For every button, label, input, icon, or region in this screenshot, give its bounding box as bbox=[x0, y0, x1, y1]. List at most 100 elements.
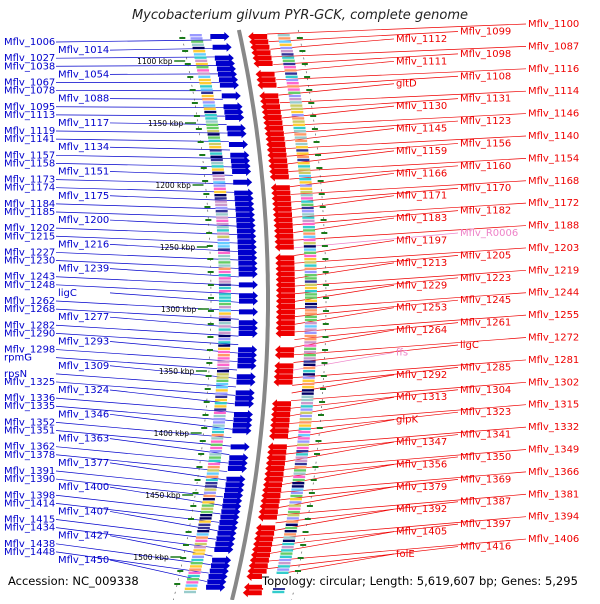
feature-bar-left bbox=[213, 418, 225, 420]
feature-bar-left bbox=[209, 460, 221, 462]
feature-bar-left bbox=[191, 562, 203, 564]
feature-bar-left bbox=[214, 191, 226, 193]
feature-bar-right bbox=[288, 508, 300, 510]
forward-gene-label: Mflv_1448 bbox=[4, 547, 55, 558]
feature-bar-left bbox=[193, 549, 205, 551]
feature-bar-right bbox=[290, 498, 302, 500]
feature-bar-right bbox=[304, 360, 316, 362]
feature-bar-left bbox=[195, 543, 207, 545]
feature-bar-left bbox=[219, 316, 231, 318]
forward-gene-label: Mflv_1290 bbox=[4, 328, 55, 339]
reverse-gene-label: Mflv_1156 bbox=[460, 138, 511, 149]
feature-bar-right bbox=[288, 511, 300, 513]
feature-bar-left bbox=[217, 367, 229, 369]
feature-bar-left bbox=[219, 274, 231, 276]
feature-bar-left bbox=[214, 405, 226, 407]
feature-bar-right bbox=[280, 552, 292, 554]
feature-bar-left bbox=[217, 376, 229, 378]
feature-bar-left bbox=[217, 226, 229, 228]
feature-bar-left bbox=[208, 140, 220, 142]
reverse-gene-label: Mflv_R0006 bbox=[460, 228, 518, 239]
feature-bar-right bbox=[303, 232, 315, 234]
feature-bar-right bbox=[283, 536, 295, 538]
feature-bar-right bbox=[297, 156, 309, 158]
feature-bar-right bbox=[296, 456, 308, 458]
feature-bar-right bbox=[293, 124, 305, 126]
scale-label: 1350 kbp bbox=[159, 367, 195, 376]
accession-text: Accession: NC_009338 bbox=[8, 574, 139, 588]
feature-bar-left bbox=[200, 514, 212, 516]
feature-bar-right bbox=[277, 568, 289, 570]
forward-gene-label: Mflv_1014 bbox=[58, 45, 109, 56]
feature-bar-left bbox=[213, 178, 225, 180]
feature-bar-right bbox=[286, 524, 298, 526]
feature-bar-right bbox=[305, 293, 317, 295]
feature-bar-left bbox=[215, 399, 227, 401]
feature-bar-right bbox=[291, 492, 303, 494]
feature-bar-right bbox=[295, 463, 307, 465]
feature-bar-right bbox=[303, 364, 315, 366]
feature-bar-left bbox=[210, 152, 222, 154]
feature-bar-left bbox=[211, 162, 223, 164]
feature-bar-left bbox=[191, 37, 203, 39]
forward-gene-label: Mflv_1390 bbox=[4, 474, 55, 485]
forward-gene-label: Mflv_1078 bbox=[4, 86, 55, 97]
feature-bar-right bbox=[304, 261, 316, 263]
forward-leader-line bbox=[56, 115, 225, 116]
reverse-gene-label: Mflv_1405 bbox=[396, 527, 447, 538]
forward-gene-arrow bbox=[213, 43, 232, 52]
feature-bar-left bbox=[209, 453, 221, 455]
feature-bar-right bbox=[300, 184, 312, 186]
feature-bar-left bbox=[217, 364, 229, 366]
feature-bar-left bbox=[210, 156, 222, 158]
feature-bar-left bbox=[219, 309, 231, 311]
forward-gene-label: Mflv_1054 bbox=[58, 69, 109, 80]
reverse-gene-label: Mflv_1203 bbox=[528, 243, 579, 254]
feature-bar-right bbox=[302, 396, 314, 398]
feature-bar-right bbox=[304, 338, 316, 340]
scale-label: 1250 kbp bbox=[160, 243, 196, 252]
forward-gene-label: Mflv_1141 bbox=[4, 134, 55, 145]
forward-gene-arrow bbox=[239, 280, 258, 289]
feature-bar-left bbox=[196, 66, 208, 68]
reverse-gene-label: Mflv_1315 bbox=[528, 400, 579, 411]
reverse-gene-label: Mflv_1123 bbox=[460, 116, 511, 127]
feature-bar-left bbox=[211, 440, 223, 442]
forward-gene-arrow bbox=[239, 307, 258, 316]
feature-bar-left bbox=[209, 143, 221, 145]
feature-bar-right bbox=[281, 50, 293, 52]
feature-bar-right bbox=[297, 447, 309, 449]
feature-bar-left bbox=[201, 508, 213, 510]
feature-bar-left bbox=[217, 239, 229, 241]
feature-bar-right bbox=[305, 277, 317, 279]
feature-bar-right bbox=[300, 191, 312, 193]
feature-bar-right bbox=[304, 344, 316, 346]
feature-bar-right bbox=[296, 149, 308, 151]
feature-bar-left bbox=[215, 396, 227, 398]
forward-gene-label: Mflv_1215 bbox=[4, 231, 55, 242]
reverse-gene-label: Mflv_1394 bbox=[528, 512, 579, 523]
feature-bar-right bbox=[291, 488, 303, 490]
reverse-gene-label: Mflv_1416 bbox=[460, 542, 511, 553]
forward-gene-label: Mflv_1248 bbox=[4, 280, 55, 291]
reverse-gene-label: Mflv_1244 bbox=[528, 288, 579, 299]
feature-bar-left bbox=[216, 216, 228, 218]
feature-bar-right bbox=[305, 335, 317, 337]
feature-bar-left bbox=[190, 565, 202, 567]
scale-label: 1400 kbp bbox=[154, 429, 190, 438]
feature-bar-left bbox=[206, 120, 218, 122]
feature-bar-left bbox=[205, 117, 217, 119]
feature-bar-right bbox=[286, 520, 298, 522]
feature-bar-right bbox=[294, 466, 306, 468]
feature-bar-right bbox=[298, 162, 310, 164]
forward-gene-label: Mflv_1346 bbox=[58, 409, 109, 420]
feature-bar-right bbox=[278, 565, 290, 567]
forward-leader-line bbox=[56, 325, 238, 336]
reverse-gene-label: glpK bbox=[396, 415, 418, 426]
reverse-gene-label: Mflv_1264 bbox=[396, 325, 447, 336]
feature-bar-left bbox=[192, 556, 204, 558]
feature-bar-left bbox=[205, 482, 217, 484]
feature-bar-left bbox=[208, 466, 220, 468]
feature-bar-right bbox=[282, 56, 294, 58]
feature-bar-left bbox=[210, 450, 222, 452]
